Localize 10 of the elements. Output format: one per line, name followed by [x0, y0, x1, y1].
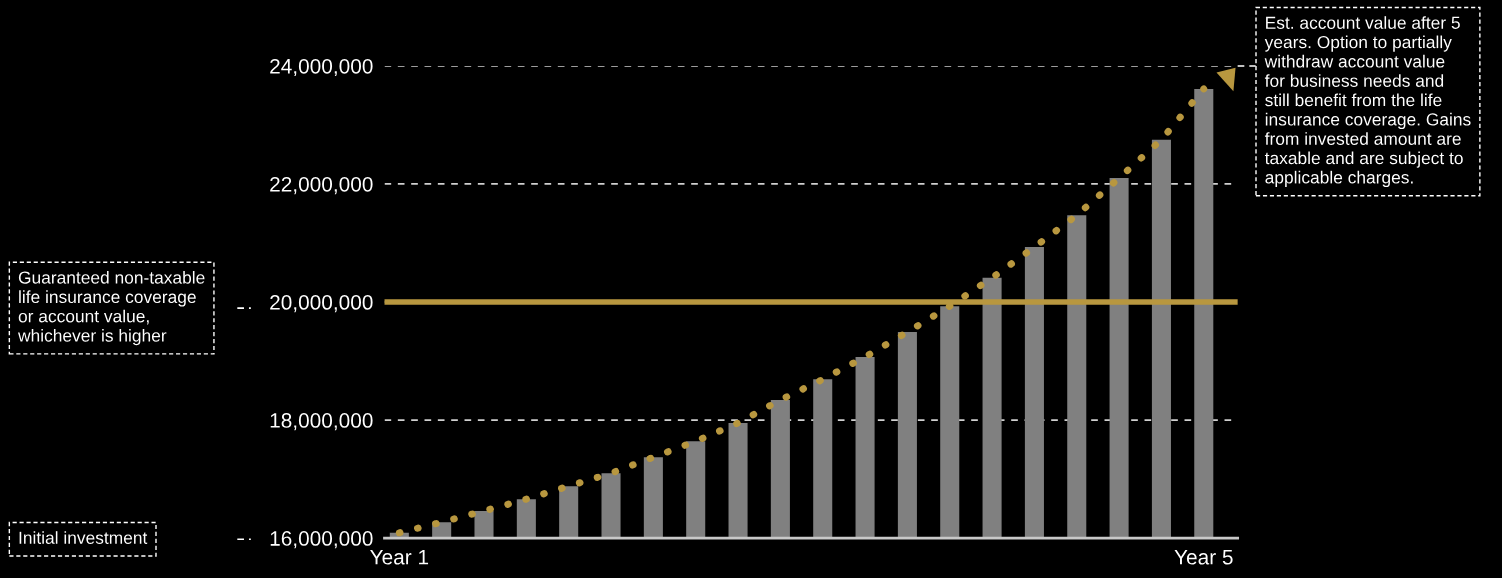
y-tick-label: 24,000,000 [270, 58, 373, 77]
x-tick-label: Year 5 [1174, 549, 1233, 565]
text: Initial investment [19, 531, 148, 544]
x-tick-label: Year 1 [370, 549, 429, 565]
y-tick-label: 16,000,000 [270, 531, 373, 549]
y-tick-label: 20,000,000 [270, 295, 373, 313]
y-tick-label: 22,000,000 [270, 176, 373, 195]
text: Est. account value after 5 years. Option to partially withdraw account value for business needs and still benefit from the life insurance coverage. Gains from invested amount are taxable and are subject to applicable charges. [1264, 16, 1471, 187]
text: Guaranteed non-taxable life insurance coverage or account value, whichever is higher [18, 270, 205, 346]
y-tick-label: 18,000,000 [270, 413, 373, 431]
